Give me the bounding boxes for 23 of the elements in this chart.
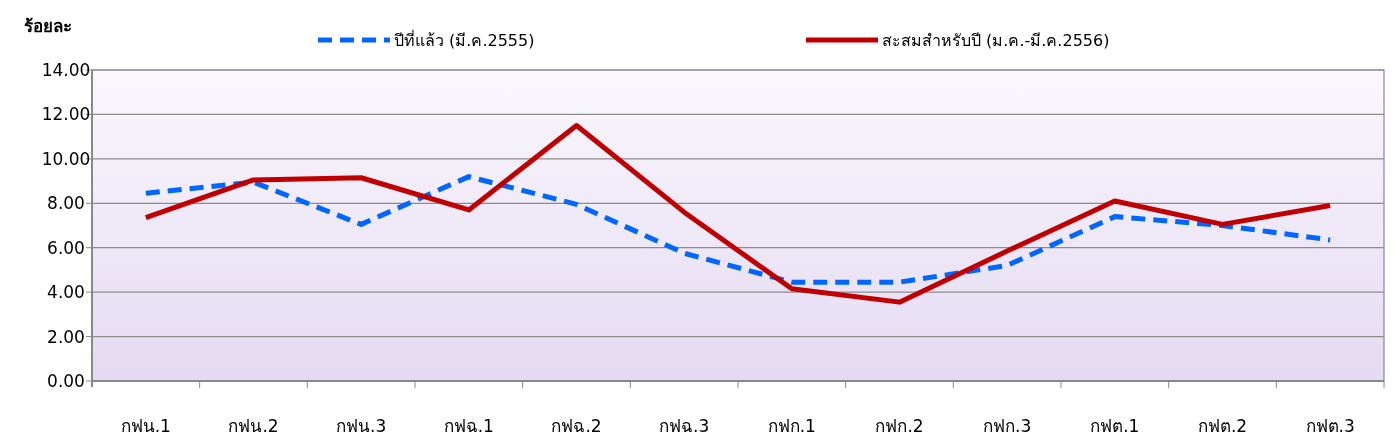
- y-axis-title: ร้อยละ: [24, 16, 72, 36]
- x-tick-label: กฟต.1: [1090, 416, 1140, 436]
- x-tick-label: กฟฉ.1: [443, 416, 494, 436]
- y-tick-label: 2.00: [47, 326, 85, 347]
- y-tick-label: 12.00: [41, 104, 91, 125]
- x-tick-label: กฟต.2: [1197, 416, 1248, 436]
- y-tick-label: 4.00: [47, 282, 85, 303]
- x-tick-label: กฟฉ.3: [659, 416, 710, 436]
- y-tick-label: 14.00: [41, 60, 91, 80]
- x-tick-label: กฟฉ.2: [551, 416, 602, 436]
- x-tick-label: กฟน.1: [120, 416, 171, 436]
- y-tick-label: 0.00: [47, 371, 85, 391]
- y-tick-label: 8.00: [47, 193, 85, 214]
- x-tick-label: กฟก.1: [767, 416, 816, 436]
- legend-label: สะสมสำหรับปี (ม.ค.-มี.ค.2556): [882, 31, 1110, 50]
- y-tick-label: 10.00: [41, 148, 91, 169]
- x-tick-label: กฟก.3: [983, 416, 1032, 436]
- legend-label: ปีที่แล้ว (มี.ค.2555): [394, 29, 535, 50]
- x-tick-label: กฟน.3: [336, 416, 387, 436]
- x-tick-label: กฟน.2: [228, 416, 279, 436]
- y-tick-label: 6.00: [47, 237, 85, 258]
- x-tick-label: กฟก.2: [875, 416, 924, 436]
- x-tick-label: กฟต.3: [1305, 416, 1355, 436]
